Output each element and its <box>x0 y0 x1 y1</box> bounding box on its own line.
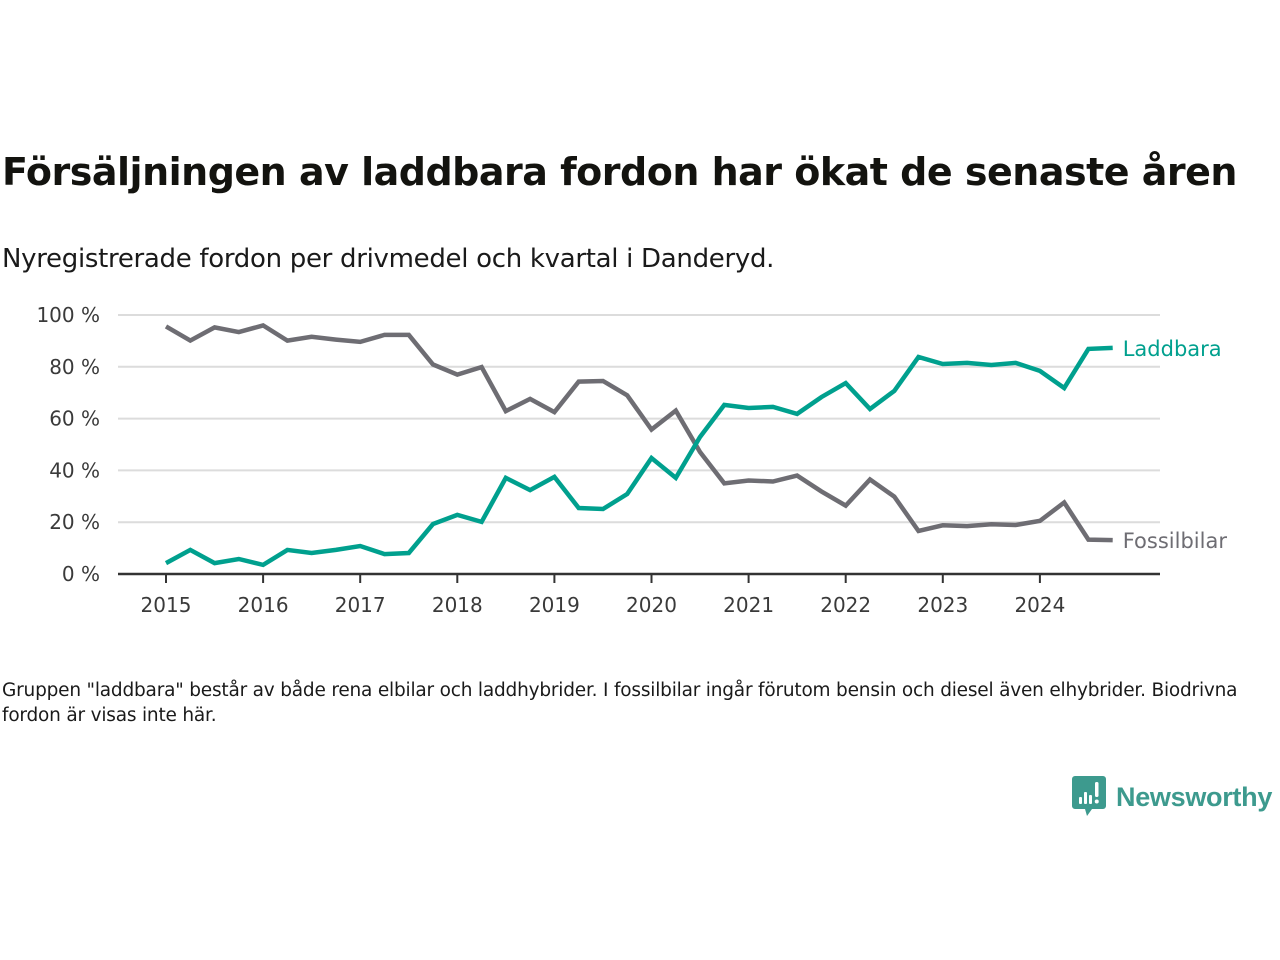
x-tick-label: 2015 <box>141 593 192 617</box>
brand-name: Newsworthy <box>1116 781 1273 812</box>
series-label-laddbara: Laddbara <box>1123 337 1222 361</box>
y-axis-ticks: 0 % 20 % 40 % 60 % 80 % 100 % <box>36 303 100 586</box>
chart-speech-bubble-icon <box>1072 776 1106 816</box>
y-tick-label: 80 % <box>49 355 100 379</box>
y-tick-label: 100 % <box>36 303 100 327</box>
footnote: Gruppen "laddbara" består av både rena e… <box>2 680 1238 726</box>
x-tick-label: 2019 <box>529 593 580 617</box>
series-lines <box>164 322 1113 568</box>
x-tick-label: 2016 <box>238 593 289 617</box>
x-tick-label: 2020 <box>626 593 677 617</box>
chart-subtitle: Nyregistrerade fordon per drivmedel och … <box>2 244 775 274</box>
x-tick-label: 2024 <box>1014 593 1065 617</box>
x-tick-label: 2023 <box>917 593 968 617</box>
x-axis: 2015 2016 2017 2018 2019 2020 2021 2022 2023 2024 <box>118 572 1160 617</box>
series-labels: Fossilbilar Laddbara <box>1123 337 1228 553</box>
gridlines <box>118 314 1160 524</box>
series-label-fossilbilar: Fossilbilar <box>1123 529 1228 553</box>
brand-logo[interactable]: Newsworthy <box>1072 776 1272 818</box>
chart-title: Försäljningen av laddbara fordon har öka… <box>2 150 1237 194</box>
x-tick-label: 2021 <box>723 593 774 617</box>
y-tick-label: 40 % <box>49 458 100 482</box>
y-tick-label: 60 % <box>49 407 100 431</box>
line-chart: 0 %20 %40 %60 %80 %100 % 2015 2016 2017 201… <box>36 303 1228 617</box>
x-tick-label: 2017 <box>335 593 386 617</box>
y-tick-label: 20 % <box>49 510 100 534</box>
y-tick-label: 0 % <box>62 562 100 586</box>
series-line-laddbara <box>164 345 1113 568</box>
series-line-fossilbilar <box>164 322 1113 543</box>
x-tick-label: 2018 <box>432 593 483 617</box>
x-tick-label: 2022 <box>820 593 871 617</box>
